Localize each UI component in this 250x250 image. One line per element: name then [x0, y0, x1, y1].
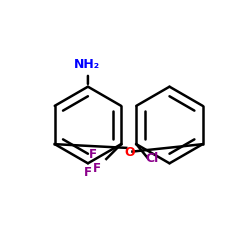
Text: F: F	[92, 162, 100, 175]
Text: O: O	[124, 146, 134, 159]
Text: F: F	[84, 166, 92, 179]
Text: NH₂: NH₂	[74, 58, 100, 70]
Text: Cl: Cl	[145, 152, 158, 166]
Text: F: F	[89, 148, 97, 160]
